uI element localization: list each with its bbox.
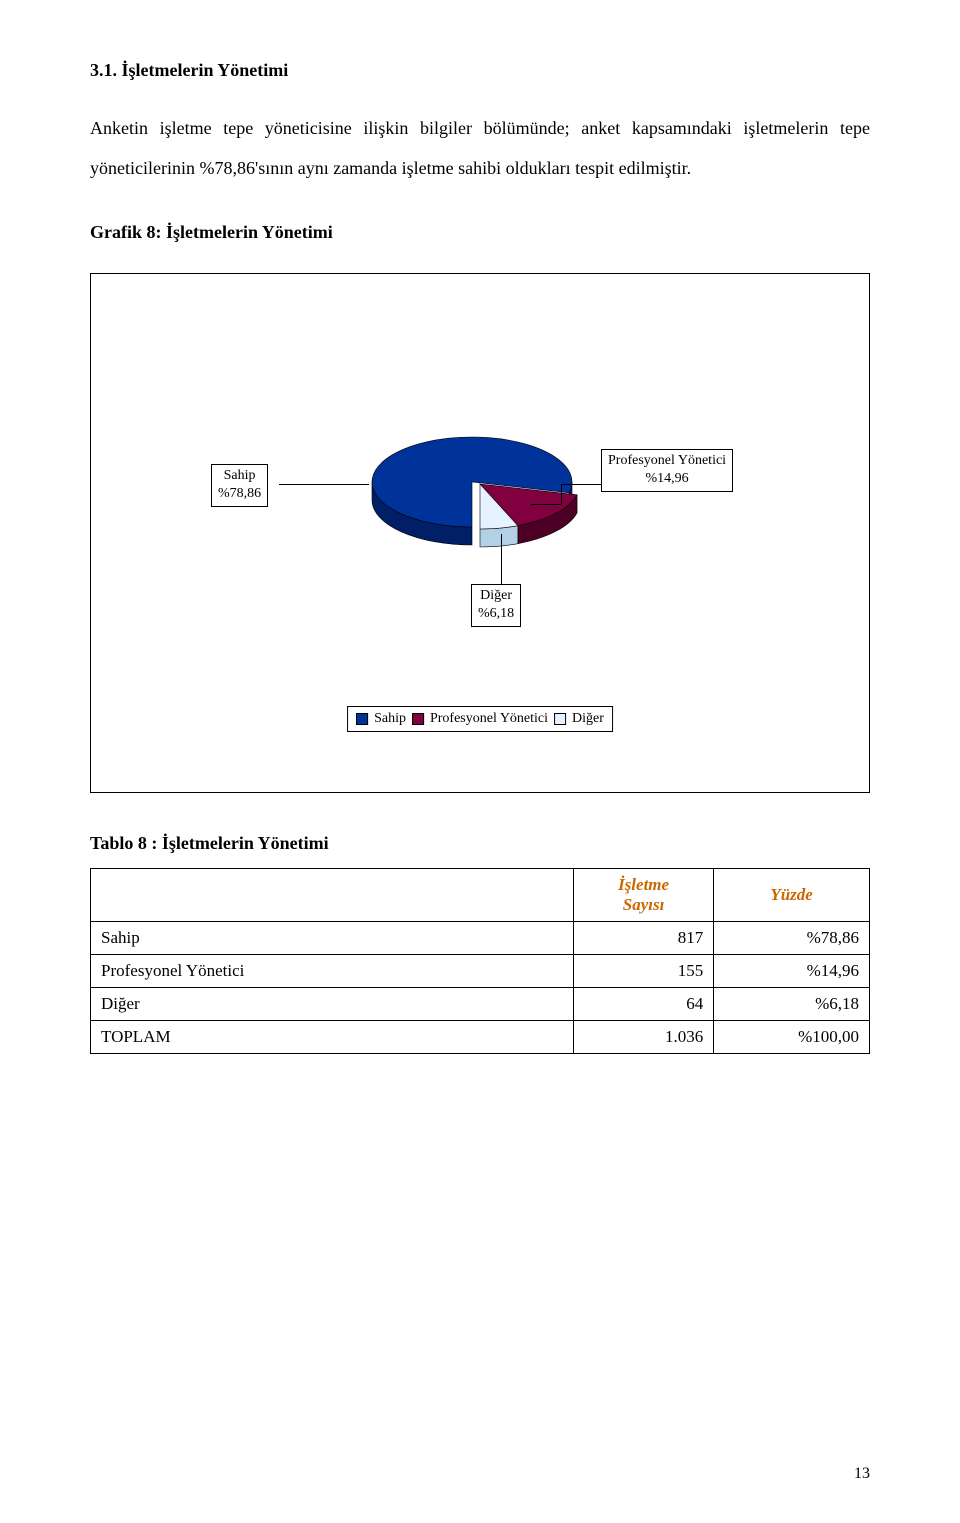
table-header-row: İşletmeSayısı Yüzde: [91, 869, 870, 922]
table-cell-count: 817: [573, 922, 713, 955]
pie-label-prof-pct: %14,96: [608, 470, 726, 488]
table-cell-pct: %100,00: [714, 1021, 870, 1054]
pie-label-diger: Diğer %6,18: [471, 584, 521, 626]
leader-line: [561, 484, 562, 504]
table-row: TOPLAM1.036%100,00: [91, 1021, 870, 1054]
table-cell-label: TOPLAM: [91, 1021, 574, 1054]
table-cell-label: Diğer: [91, 988, 574, 1021]
leader-line: [561, 484, 601, 485]
legend-swatch-sahip: [356, 713, 368, 725]
pie-chart-frame: Sahip %78,86 Profesyonel Yönetici %14,96…: [90, 273, 870, 793]
leader-line: [279, 484, 369, 485]
table-header-empty: [91, 869, 574, 922]
table-heading: Tablo 8 : İşletmelerin Yönetimi: [90, 833, 870, 854]
table-cell-pct: %78,86: [714, 922, 870, 955]
table-cell-label: Profesyonel Yönetici: [91, 955, 574, 988]
pie-label-prof-name: Profesyonel Yönetici: [608, 452, 726, 470]
table-cell-pct: %14,96: [714, 955, 870, 988]
legend-swatch-prof: [412, 713, 424, 725]
table-header-pct: Yüzde: [714, 869, 870, 922]
pie-chart: [370, 434, 590, 554]
table-cell-count: 64: [573, 988, 713, 1021]
table-cell-label: Sahip: [91, 922, 574, 955]
section-heading: 3.1. İşletmelerin Yönetimi: [90, 60, 870, 81]
legend-label-diger: Diğer: [572, 711, 604, 727]
data-table: İşletmeSayısı Yüzde Sahip817%78,86Profes…: [90, 868, 870, 1054]
legend-label-prof: Profesyonel Yönetici: [430, 711, 548, 727]
legend-swatch-diger: [554, 713, 566, 725]
pie-label-diger-pct: %6,18: [478, 605, 514, 623]
pie-label-diger-name: Diğer: [478, 587, 514, 605]
pie-label-prof: Profesyonel Yönetici %14,96: [601, 449, 733, 491]
leader-line: [531, 504, 561, 505]
pie-label-sahip-pct: %78,86: [218, 485, 261, 503]
table-cell-pct: %6,18: [714, 988, 870, 1021]
table-row: Profesyonel Yönetici155%14,96: [91, 955, 870, 988]
body-paragraph: Anketin işletme tepe yöneticisine ilişki…: [90, 109, 870, 188]
chart-heading: Grafik 8: İşletmelerin Yönetimi: [90, 222, 870, 243]
table-row: Sahip817%78,86: [91, 922, 870, 955]
pie-label-sahip: Sahip %78,86: [211, 464, 268, 506]
legend-label-sahip: Sahip: [374, 711, 406, 727]
pie-label-sahip-name: Sahip: [218, 467, 261, 485]
table-cell-count: 155: [573, 955, 713, 988]
table-header-count: İşletmeSayısı: [573, 869, 713, 922]
table-cell-count: 1.036: [573, 1021, 713, 1054]
table-row: Diğer64%6,18: [91, 988, 870, 1021]
leader-line: [501, 534, 502, 584]
page-number: 13: [854, 1465, 870, 1483]
chart-legend: Sahip Profesyonel Yönetici Diğer: [347, 706, 613, 732]
